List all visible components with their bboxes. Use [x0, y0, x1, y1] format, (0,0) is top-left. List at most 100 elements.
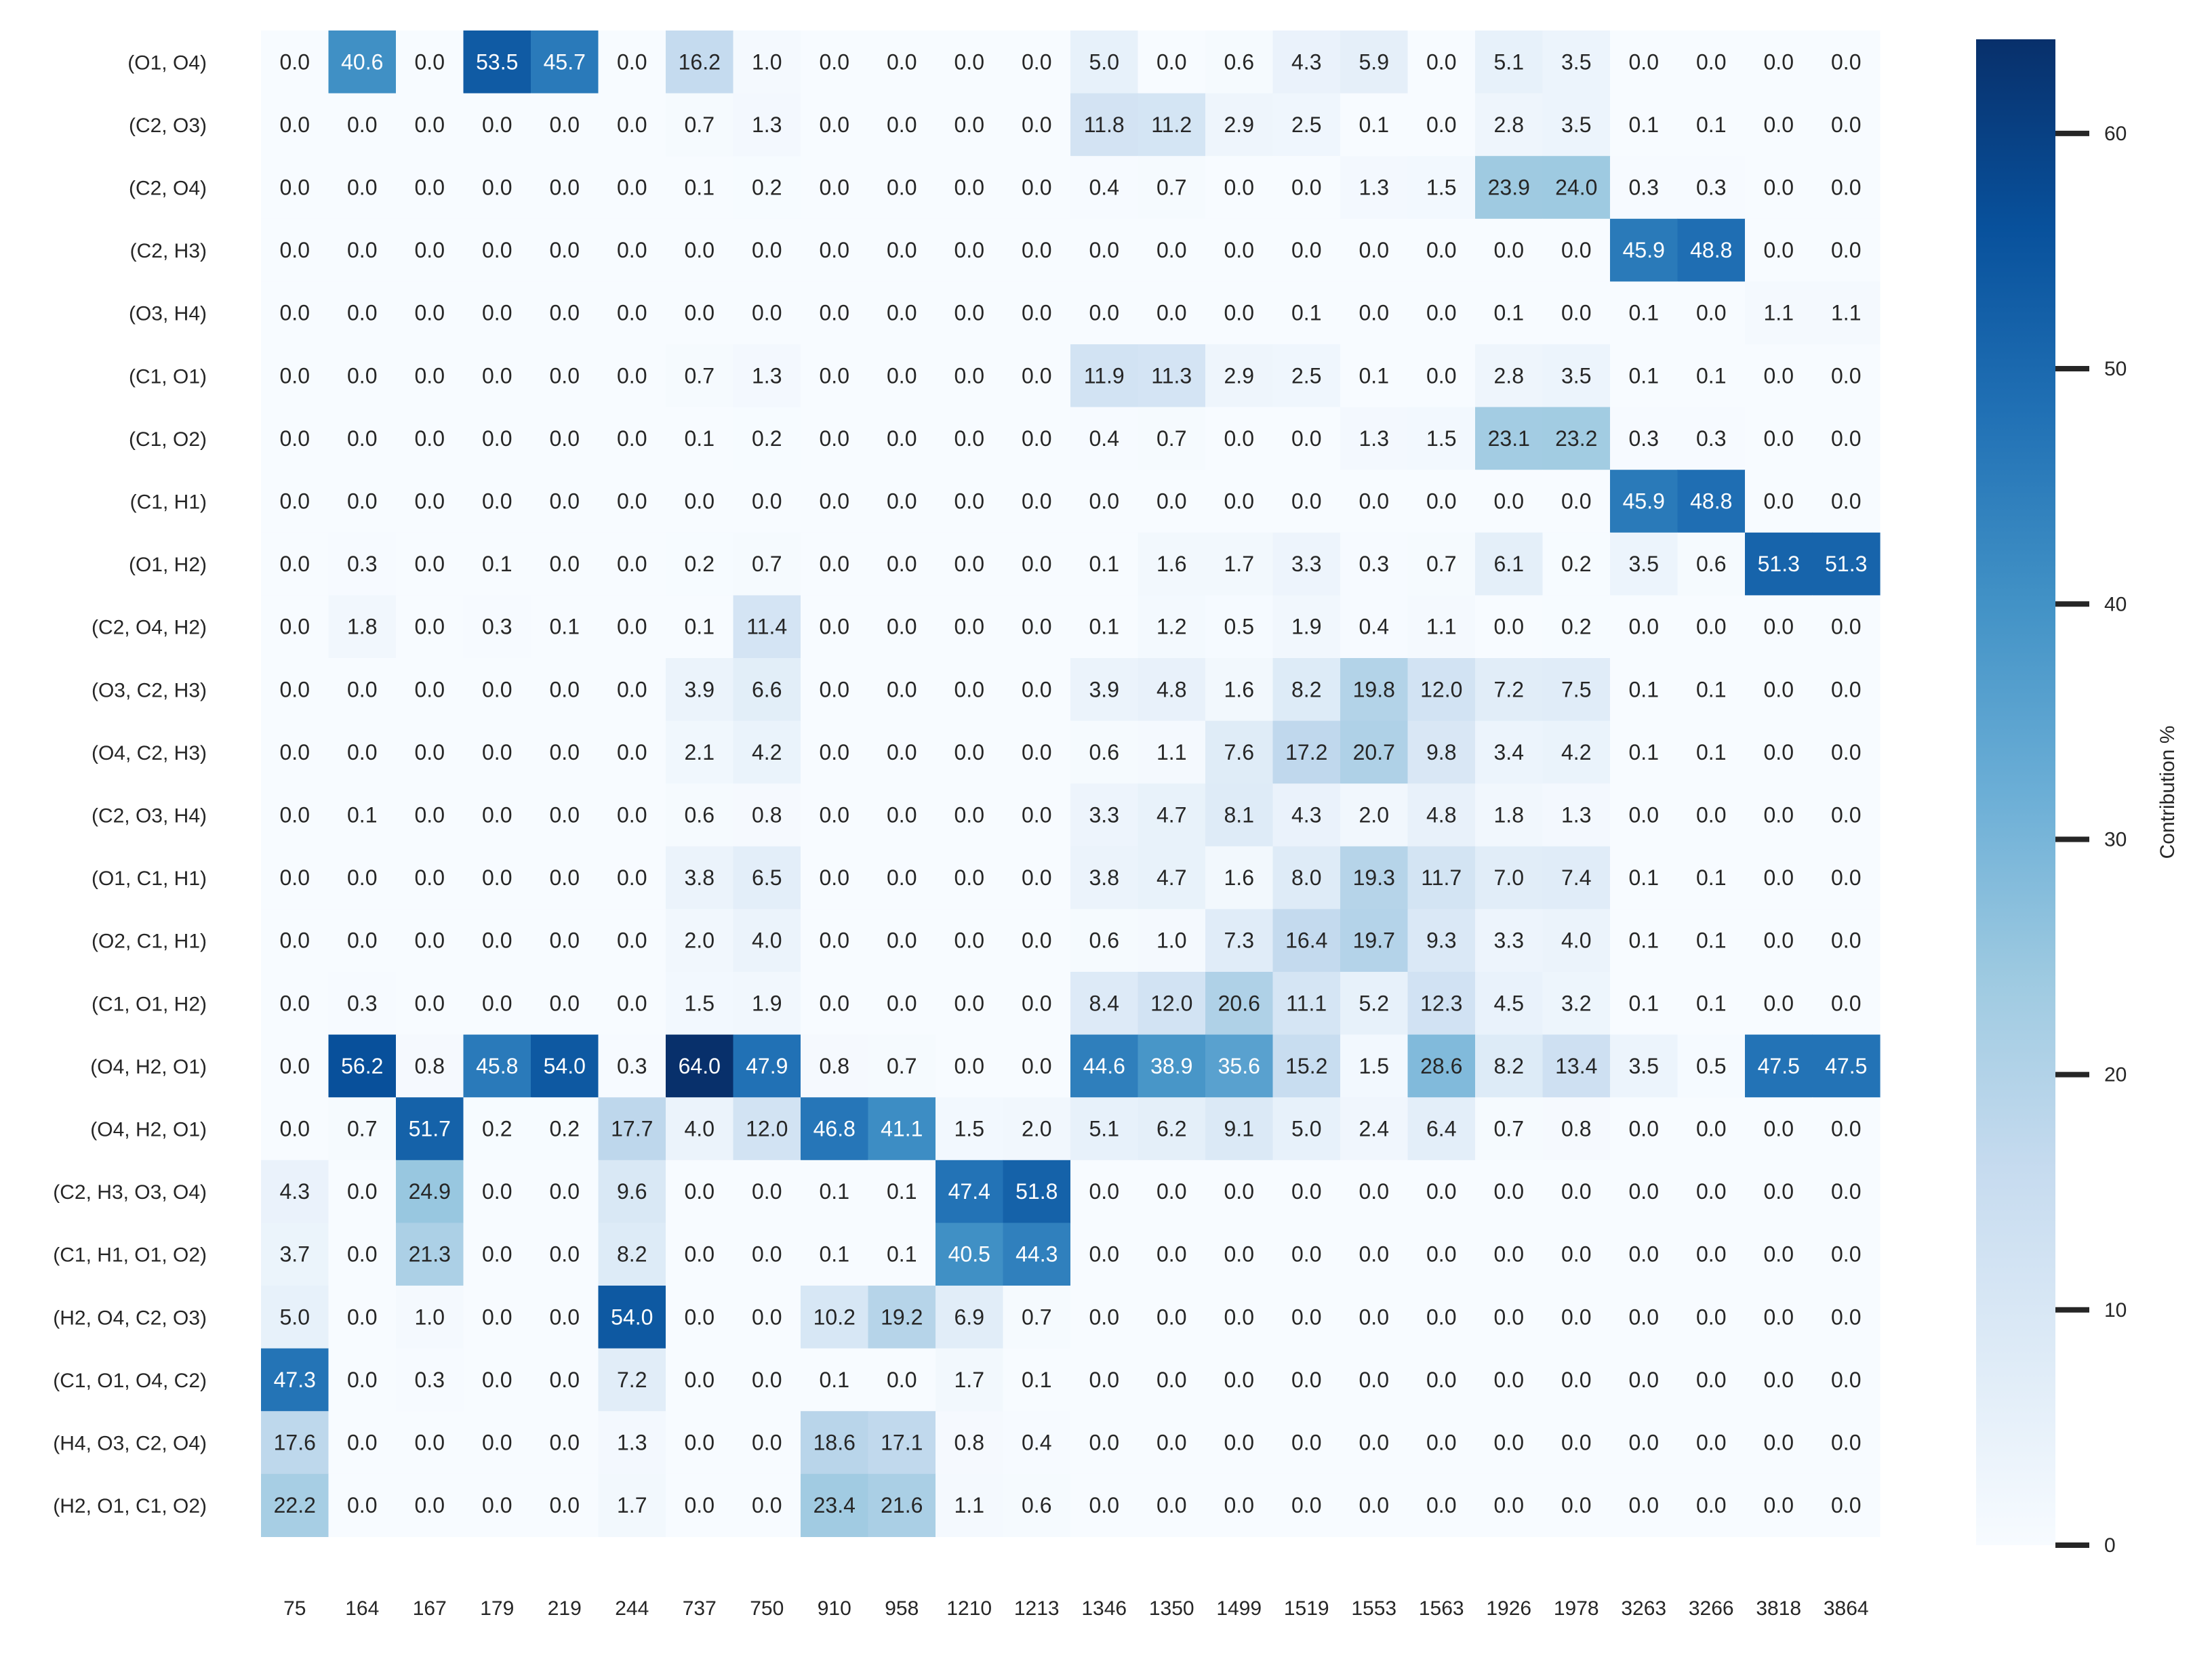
- heatmap-cell: [1745, 30, 1813, 94]
- cell-value-label: 0.0: [1089, 489, 1119, 514]
- heatmap-cell: [1542, 658, 1611, 722]
- cell-value-label: 0.0: [954, 301, 984, 325]
- cell-value-label: 0.0: [415, 489, 445, 514]
- heatmap-cell: [1205, 93, 1274, 157]
- heatmap-cell: [666, 1097, 734, 1161]
- heatmap-cell: [733, 1034, 801, 1098]
- heatmap-cell: [666, 218, 734, 282]
- heatmap-cell: [1812, 1034, 1881, 1098]
- cell-value-label: 0.0: [415, 1493, 445, 1517]
- cell-value-label: 3.5: [1629, 1054, 1659, 1078]
- cell-value-label: 0.0: [1561, 489, 1591, 514]
- heatmap-cell: [1070, 30, 1139, 94]
- heatmap-cell: [1610, 658, 1678, 722]
- cell-value-label: 0.0: [887, 552, 917, 576]
- cell-value-label: 0.0: [1494, 1242, 1524, 1267]
- heatmap-cell: [1272, 846, 1341, 909]
- heatmap-cell: [936, 156, 1004, 220]
- heatmap-cell: [463, 532, 531, 596]
- heatmap-cell: [1070, 1160, 1139, 1223]
- cell-value-label: 0.7: [1157, 176, 1186, 200]
- cell-value-label: 0.7: [1494, 1117, 1524, 1141]
- cell-value-label: 6.5: [752, 865, 782, 890]
- cell-value-label: 0.0: [415, 49, 445, 74]
- cell-value-label: 44.6: [1083, 1054, 1125, 1078]
- heatmap-cell: [1677, 909, 1746, 973]
- x-tick-label: 1978: [1554, 1597, 1599, 1620]
- cell-value-label: 0.0: [415, 112, 445, 137]
- cell-value-label: 0.0: [415, 238, 445, 262]
- heatmap-cell: [1677, 658, 1746, 722]
- heatmap-cell: [1745, 407, 1813, 470]
- cell-value-label: 0.1: [1629, 740, 1659, 764]
- cell-value-label: 0.0: [1157, 1368, 1186, 1392]
- heatmap-cell: [463, 1348, 531, 1412]
- x-tick-label: 1350: [1149, 1597, 1194, 1620]
- cell-value-label: 0.0: [1426, 1368, 1456, 1392]
- heatmap-cell: [666, 846, 734, 909]
- cell-value-label: 0.0: [1831, 1179, 1861, 1204]
- cell-value-label: 2.5: [1291, 363, 1321, 388]
- heatmap-cell: [868, 1411, 936, 1475]
- cell-value-label: 0.1: [685, 426, 715, 451]
- heatmap-cell: [1745, 720, 1813, 784]
- heatmap-cell: [1272, 93, 1341, 157]
- y-tick-label: (H4, O3, C2, O4): [53, 1433, 207, 1455]
- cell-value-label: 3.3: [1494, 928, 1524, 953]
- heatmap-cell: [328, 344, 397, 408]
- heatmap-cell: [1610, 909, 1678, 973]
- cell-value-label: 0.0: [1831, 865, 1861, 890]
- cell-value-label: 0.0: [1426, 1179, 1456, 1204]
- cell-value-label: 0.0: [280, 803, 310, 827]
- heatmap-cell: [1070, 1348, 1139, 1412]
- heatmap-cell: [1812, 30, 1881, 94]
- heatmap-cell: [1272, 1160, 1341, 1223]
- heatmap-cell: [1610, 281, 1678, 345]
- cell-value-label: 40.6: [341, 49, 383, 74]
- heatmap-cell: [1812, 281, 1881, 345]
- heatmap-cell: [1070, 720, 1139, 784]
- cell-value-label: 0.0: [550, 991, 580, 1015]
- heatmap-cell: [1475, 909, 1544, 973]
- cell-value-label: 17.6: [274, 1431, 316, 1455]
- heatmap-cell: [598, 218, 666, 282]
- heatmap-cell: [1610, 470, 1678, 533]
- heatmap-cell: [1812, 1223, 1881, 1286]
- cell-value-label: 0.0: [1764, 363, 1794, 388]
- heatmap-cell: [1475, 1160, 1544, 1223]
- cell-value-label: 0.0: [1494, 1179, 1524, 1204]
- cell-value-label: 0.0: [617, 740, 647, 764]
- cell-value-label: 0.0: [1494, 615, 1524, 639]
- heatmap-cell: [868, 93, 936, 157]
- heatmap-cell: [598, 846, 666, 909]
- cell-value-label: 7.2: [617, 1368, 647, 1392]
- cell-value-label: 0.0: [1291, 1242, 1321, 1267]
- cell-value-label: 1.3: [1359, 176, 1389, 200]
- heatmap-cell: [1205, 783, 1274, 847]
- heatmap-cell: [598, 1473, 666, 1537]
- cell-value-label: 0.0: [415, 1431, 445, 1455]
- heatmap-cell: [1138, 846, 1206, 909]
- cell-value-label: 0.0: [820, 865, 849, 890]
- heatmap-cell: [1610, 156, 1678, 220]
- cell-value-label: 0.0: [617, 928, 647, 953]
- heatmap-cell: [1475, 1286, 1544, 1349]
- heatmap-cell: [868, 846, 936, 909]
- heatmap-cell: [936, 1160, 1004, 1223]
- cell-value-label: 0.0: [1224, 238, 1254, 262]
- heatmap-cell: [396, 1097, 464, 1161]
- cell-value-label: 0.1: [820, 1242, 849, 1267]
- heatmap-cell: [1812, 1286, 1881, 1349]
- cell-value-label: 0.6: [1089, 928, 1119, 953]
- cell-value-label: 3.3: [1089, 803, 1119, 827]
- heatmap-cell: [1475, 1411, 1544, 1475]
- cell-value-label: 0.0: [1764, 426, 1794, 451]
- cell-value-label: 0.0: [1764, 865, 1794, 890]
- heatmap-cell: [1340, 595, 1409, 659]
- heatmap-cell: [1272, 344, 1341, 408]
- heatmap-cell: [666, 720, 734, 784]
- heatmap-cell: [868, 1348, 936, 1412]
- cell-value-label: 11.9: [1084, 363, 1125, 388]
- heatmap-cell: [1340, 1034, 1409, 1098]
- cell-value-label: 0.0: [482, 301, 512, 325]
